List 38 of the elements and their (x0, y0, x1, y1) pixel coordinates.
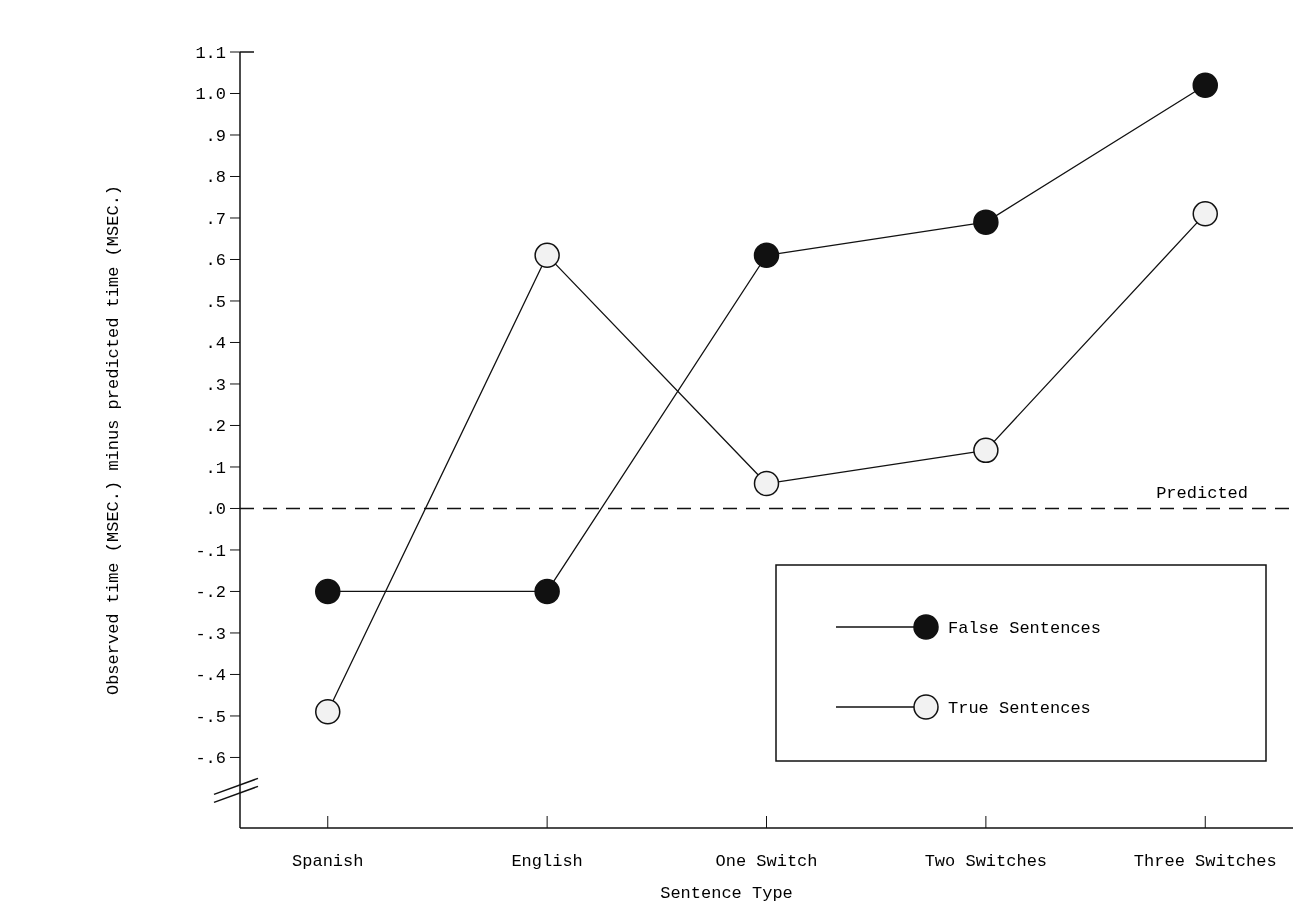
legend-label: False Sentences (948, 618, 1102, 638)
x-tick-label: English (511, 852, 583, 871)
y-tick-label: .1 (205, 458, 226, 478)
y-tick-label: .8 (205, 168, 226, 188)
y-tick-label: -.6 (195, 749, 226, 769)
x-tick-label: Spanish (292, 852, 364, 871)
y-axis-title: Observed time (MSEC.) minus predicted time (MSEC.) (104, 184, 123, 696)
y-tick-label: 1.1 (195, 43, 226, 63)
y-tick-label: .6 (205, 251, 226, 271)
y-tick-label: -.1 (195, 541, 226, 561)
point (315, 578, 341, 605)
x-tick-label: Three Switches (1133, 852, 1277, 871)
point (534, 578, 560, 605)
y-tick-label: .5 (205, 292, 226, 312)
y-tick-label: .3 (205, 375, 226, 395)
x-axis-title: Sentence Type (660, 884, 793, 903)
y-tick-label: .7 (205, 209, 226, 229)
y-tick-label: -.5 (195, 707, 226, 727)
y-tick-label: .0 (205, 500, 226, 520)
legend-label: True Sentences (948, 698, 1091, 718)
y-tick-label: .4 (205, 334, 226, 354)
y-tick-label: -.2 (195, 583, 226, 603)
x-tick-label: Two Switches (924, 852, 1048, 871)
point (1192, 72, 1218, 98)
y-tick-label: .9 (205, 126, 226, 146)
point (973, 437, 999, 464)
point (1192, 201, 1218, 227)
ref-line-label: Predicted (1156, 484, 1248, 504)
point (315, 699, 341, 725)
point (973, 209, 999, 235)
y-tick-label: -.3 (195, 624, 226, 644)
y-tick-label: 1.0 (195, 85, 226, 105)
y-tick-label: .2 (205, 417, 226, 437)
point (534, 242, 560, 269)
point (753, 242, 780, 269)
point (753, 470, 780, 497)
y-tick-label: -.4 (195, 666, 226, 686)
x-tick-label: One Switch (715, 852, 818, 871)
